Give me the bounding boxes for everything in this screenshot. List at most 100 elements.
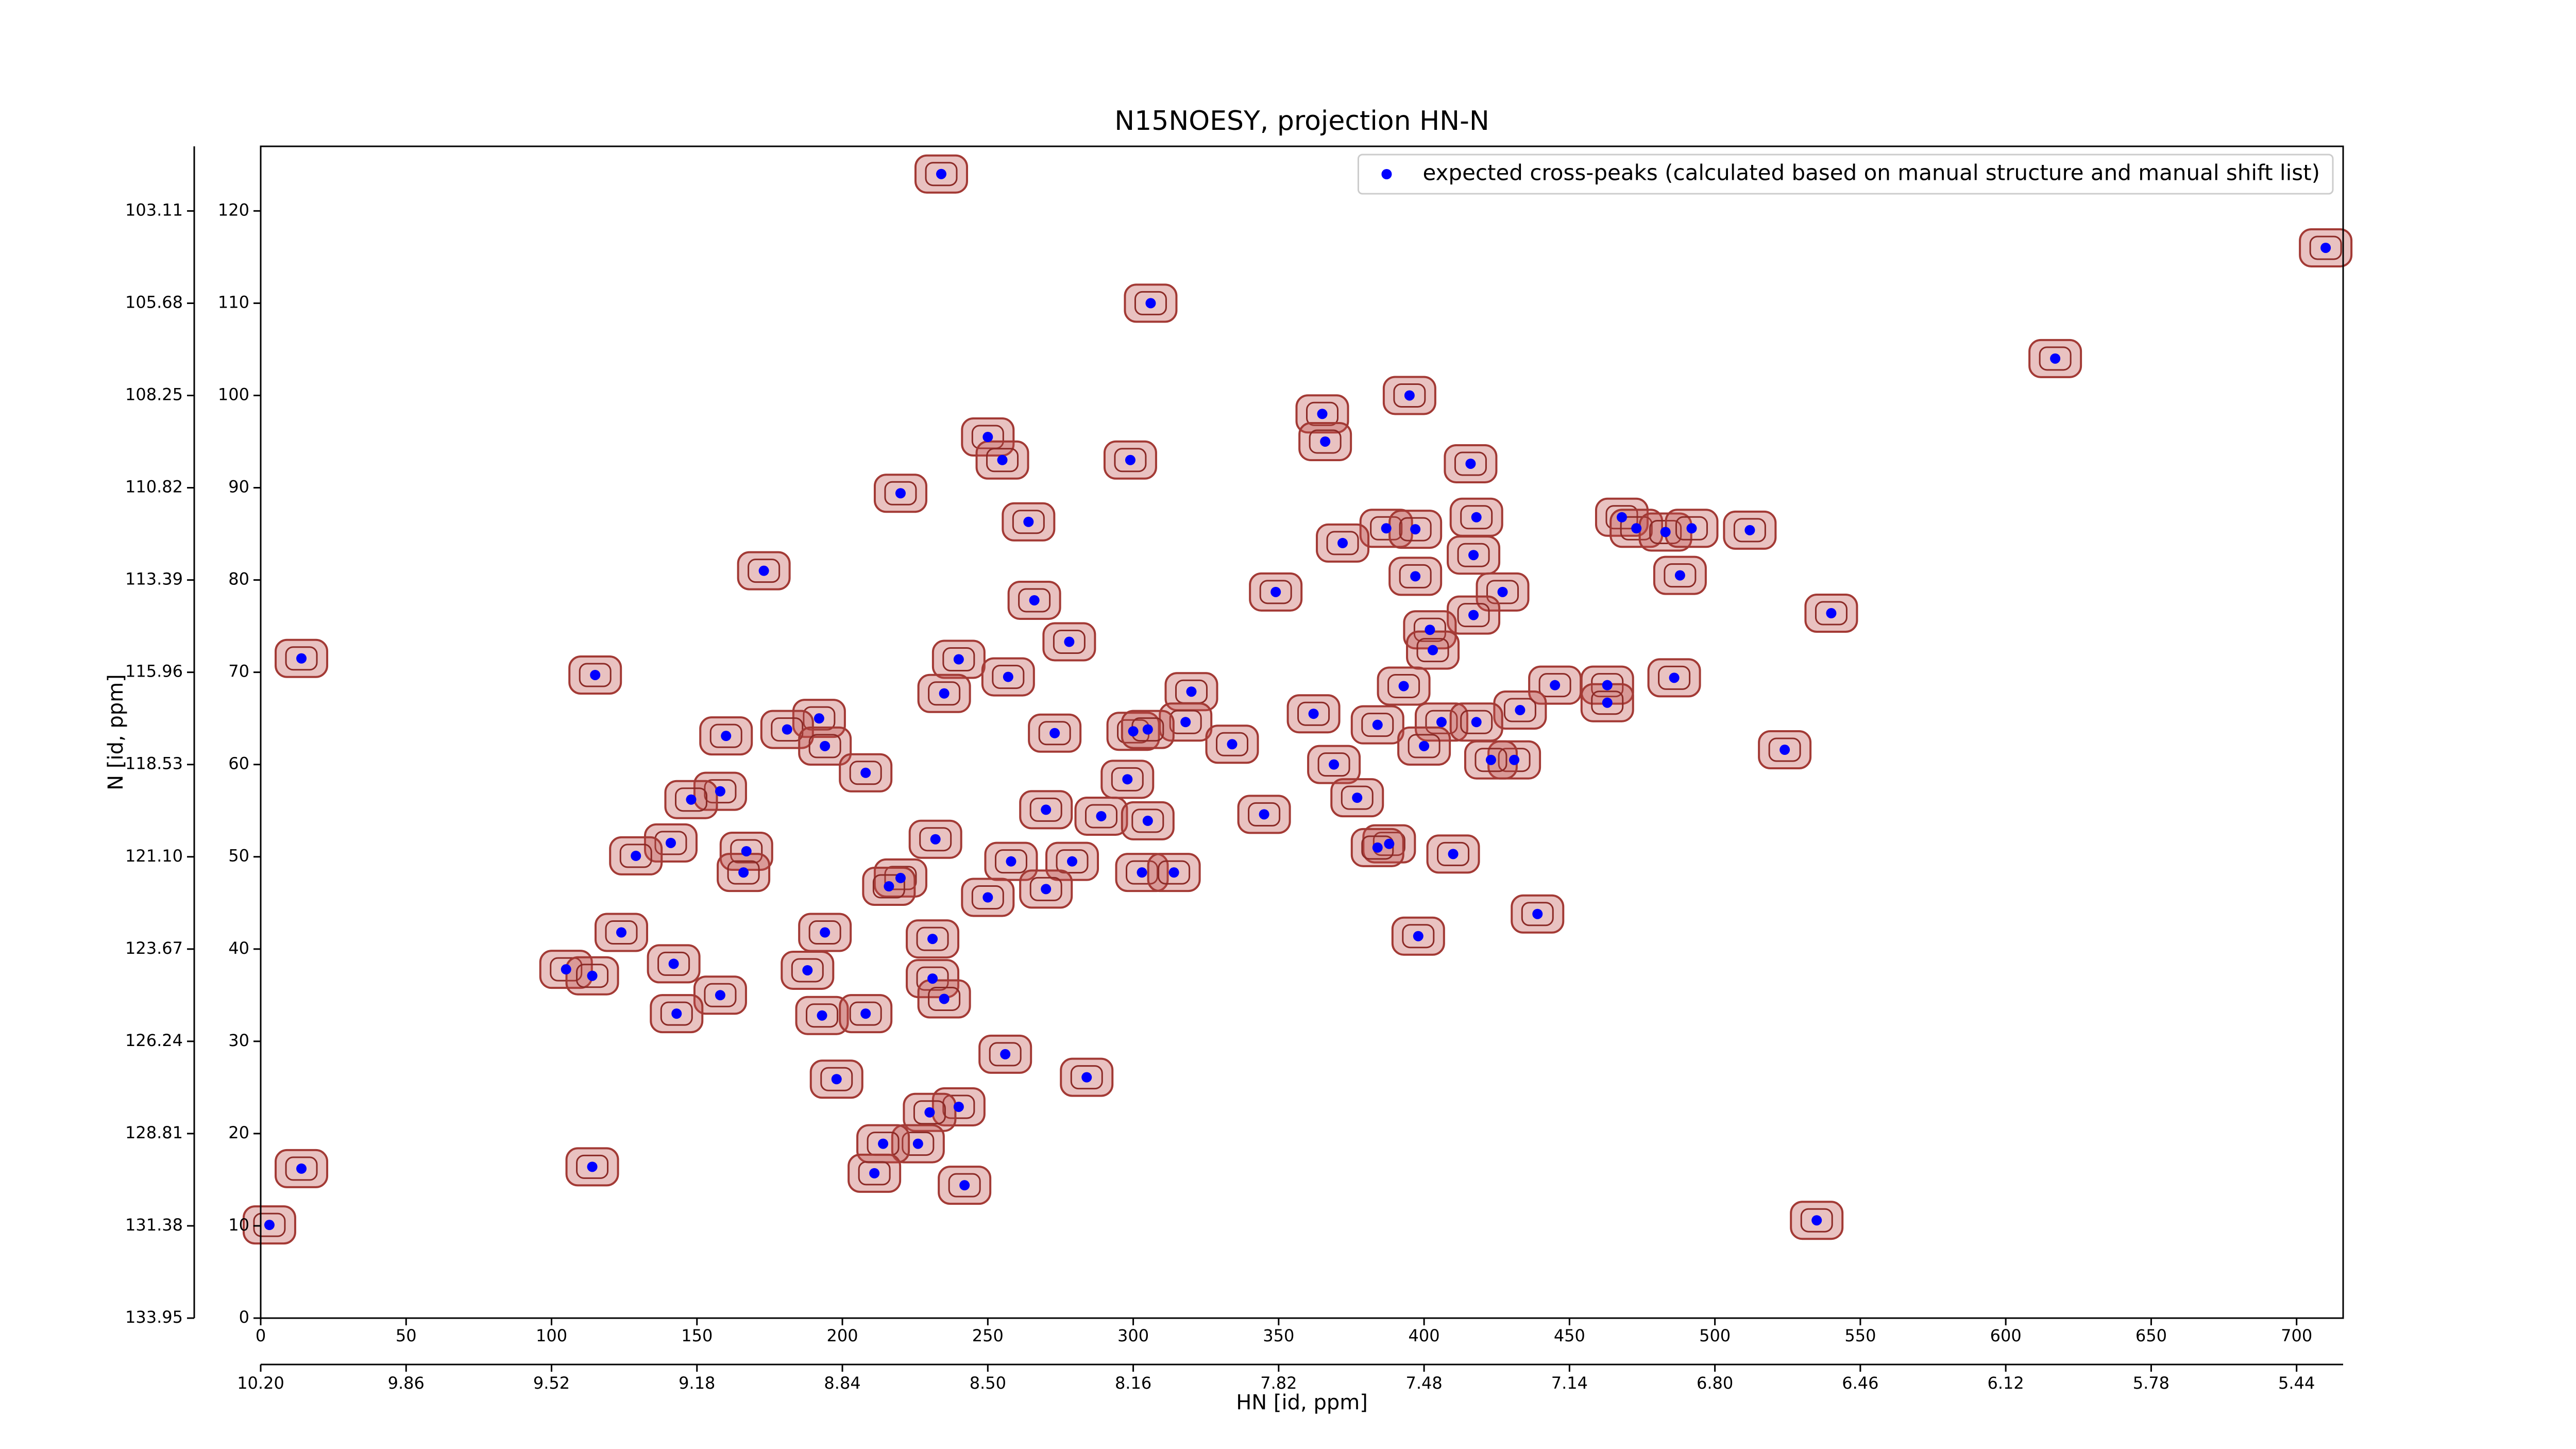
peak-contour-inner: [791, 958, 824, 983]
peak-contour-inner: [1733, 518, 1766, 543]
peak-contour-inner: [994, 849, 1027, 874]
cross-peak: [1006, 856, 1016, 867]
peak-contour-inner: [1169, 710, 1202, 734]
cross-peak: [953, 1101, 964, 1112]
cross-peak: [616, 927, 627, 938]
cross-peak: [860, 767, 871, 778]
peak-contour-inner: [1306, 401, 1339, 426]
cross-peak: [1180, 717, 1191, 728]
peak-contour-inner: [1084, 804, 1117, 829]
peak-contour-inner: [916, 966, 949, 991]
cross-peak: [1425, 625, 1435, 635]
cross-peak: [2320, 242, 2331, 253]
cross-peak: [1550, 680, 1561, 690]
cross-peak: [1532, 908, 1543, 919]
y-tick-label: 0: [239, 1307, 249, 1327]
peak-contour-inner: [657, 951, 690, 976]
cross-peak: [1410, 571, 1421, 582]
x2-tick-label: 9.86: [388, 1373, 425, 1393]
cross-peak: [686, 794, 697, 805]
cross-peak: [895, 488, 906, 499]
cross-peak: [1616, 512, 1627, 523]
cross-peak: [2050, 353, 2061, 364]
y2-tick-label: 115.96: [125, 662, 183, 681]
cross-peak: [982, 432, 993, 443]
peak-contour-inner: [1664, 563, 1697, 588]
peak-contour-inner: [654, 831, 687, 855]
x2-tick-label: 7.48: [1405, 1373, 1442, 1393]
peak-contour-inner: [1111, 767, 1144, 791]
cross-peak: [1320, 436, 1331, 447]
x-tick-label: 450: [1554, 1326, 1585, 1345]
x-axis-title: HN [id, ppm]: [1236, 1391, 1368, 1414]
cross-peak: [1602, 697, 1613, 708]
peak-contour-inner: [1372, 832, 1405, 856]
cross-peak: [1413, 931, 1423, 941]
peak-contour-inner: [872, 874, 905, 899]
x-tick-label: 700: [2281, 1326, 2312, 1345]
x-tick-label: 300: [1117, 1326, 1149, 1345]
cross-peak: [1509, 754, 1520, 765]
cross-peak: [665, 837, 676, 848]
cross-peak: [831, 1074, 842, 1085]
peak-contour-inner: [1361, 713, 1394, 737]
peak-contour-inner: [806, 1003, 839, 1028]
peak-contour-inner: [285, 1156, 318, 1181]
cross-peak: [860, 1008, 871, 1019]
peak-contour-inner: [748, 559, 781, 583]
cross-peak: [1660, 527, 1671, 537]
cross-peak: [1471, 717, 1482, 728]
x2-tick-label: 9.52: [533, 1373, 570, 1393]
cross-peak: [1352, 793, 1363, 803]
cross-peak: [1780, 745, 1790, 755]
cross-peak: [1465, 458, 1476, 469]
cross-peak: [741, 846, 752, 856]
cross-peak: [927, 973, 938, 984]
cross-peak: [1186, 686, 1197, 697]
cross-peak: [296, 1163, 307, 1174]
peak-contour-inner: [884, 481, 917, 506]
cross-peak: [939, 688, 950, 699]
peak-contour-inner: [1402, 924, 1435, 949]
peak-contour-inner: [605, 920, 638, 945]
y-tick-label: 60: [228, 754, 249, 773]
cross-peak: [1384, 838, 1395, 849]
x2-tick-label: 7.82: [1260, 1373, 1297, 1393]
y-tick-label: 40: [228, 938, 249, 958]
peak-contour-inner: [1216, 732, 1249, 756]
y2-tick-label: 123.67: [125, 938, 183, 958]
cross-peak: [1003, 671, 1013, 682]
cross-peak: [1372, 719, 1383, 730]
y-tick-label: 10: [228, 1215, 249, 1235]
peak-contour-inner: [1658, 665, 1691, 690]
cross-peak: [1497, 586, 1508, 597]
cross-peak: [782, 724, 792, 735]
peak-contour-inner: [576, 1154, 609, 1179]
x2-tick-label: 6.80: [1697, 1373, 1733, 1393]
peak-contour-inner: [1538, 673, 1571, 698]
peak-contour-inner: [1800, 1208, 1833, 1233]
cross-peak: [296, 653, 307, 664]
cross-peak: [1023, 516, 1034, 527]
peak-contour-inner: [1326, 531, 1359, 555]
cross-peak: [869, 1168, 880, 1178]
cross-peak: [814, 713, 824, 724]
y2-tick-label: 133.95: [125, 1307, 183, 1327]
x2-tick-label: 8.50: [970, 1373, 1006, 1393]
legend-marker: [1381, 169, 1392, 179]
peak-contour-inner: [820, 1067, 853, 1091]
cross-peak: [1436, 717, 1447, 728]
legend: expected cross-peaks (calculated based o…: [1357, 154, 2334, 195]
cross-peak: [1064, 636, 1075, 647]
peak-contour-inner: [858, 1161, 891, 1186]
cross-peak: [1381, 523, 1392, 534]
peak-contour-inner: [1248, 802, 1281, 827]
cross-peak: [820, 740, 831, 751]
cross-peak: [1317, 409, 1328, 419]
peak-contour-inner: [1768, 737, 1801, 762]
y-tick-label: 80: [228, 569, 249, 589]
peak-contour-inner: [704, 983, 737, 1007]
x2-tick-label: 6.12: [1988, 1373, 2024, 1393]
cross-peak: [1515, 705, 1526, 716]
